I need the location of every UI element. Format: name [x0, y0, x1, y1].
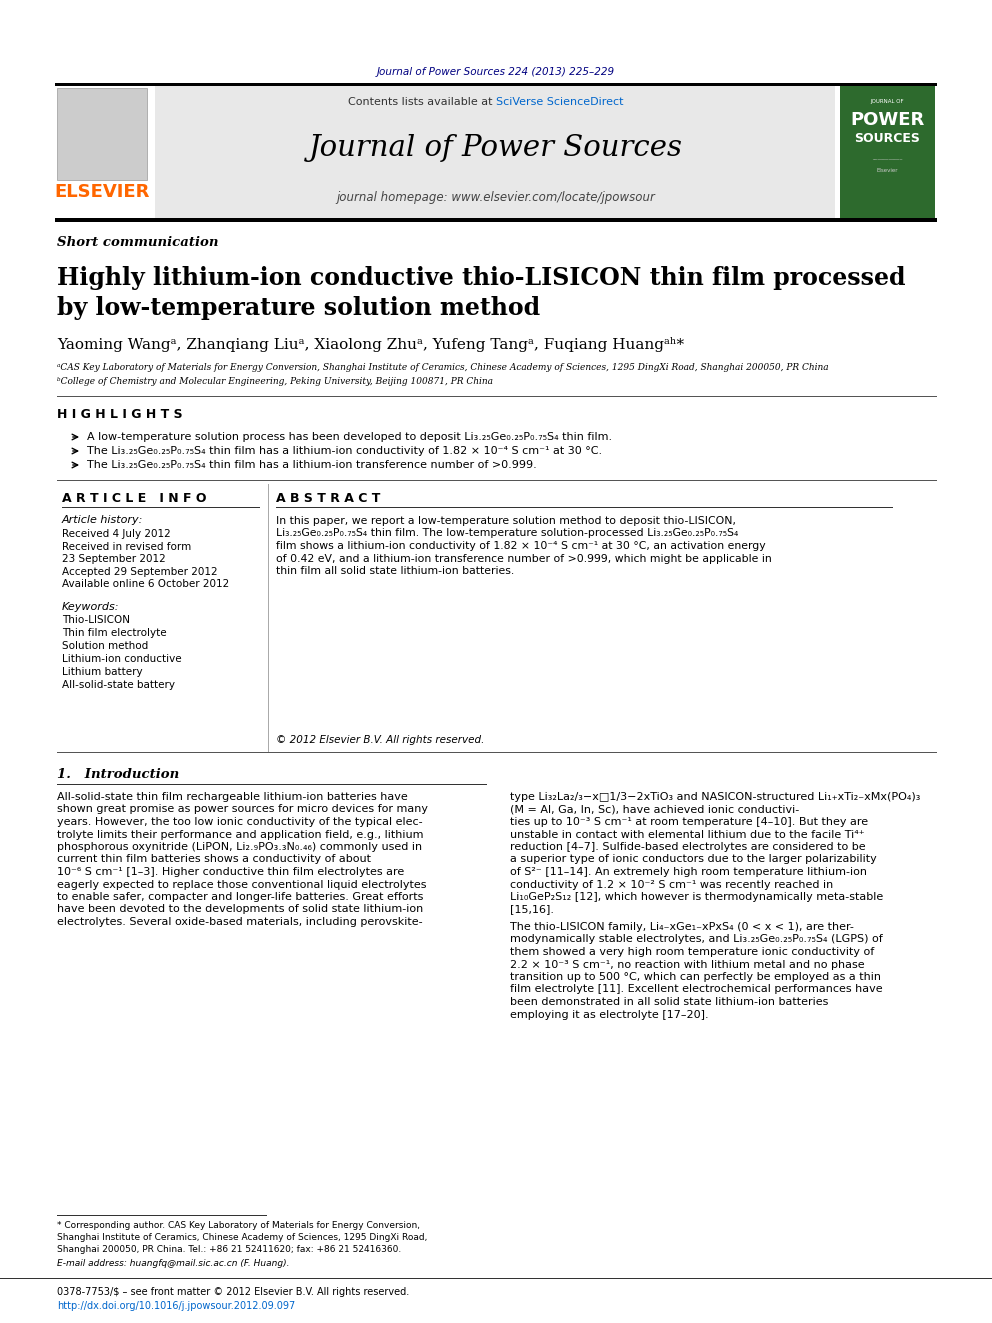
- Bar: [155, 86, 835, 218]
- Text: Short communication: Short communication: [57, 235, 218, 249]
- Text: Received in revised form: Received in revised form: [62, 542, 191, 552]
- Text: Highly lithium-ion conductive thio-LISICON thin film processed: Highly lithium-ion conductive thio-LISIC…: [57, 266, 906, 290]
- Text: thin film all solid state lithium-ion batteries.: thin film all solid state lithium-ion ba…: [276, 566, 514, 576]
- Text: [15,16].: [15,16].: [510, 905, 554, 914]
- Text: Shanghai Institute of Ceramics, Chinese Academy of Sciences, 1295 DingXi Road,: Shanghai Institute of Ceramics, Chinese …: [57, 1233, 428, 1242]
- Text: POWER: POWER: [850, 111, 925, 130]
- Text: H I G H L I G H T S: H I G H L I G H T S: [57, 409, 183, 422]
- Text: * Corresponding author. CAS Key Laboratory of Materials for Energy Conversion,: * Corresponding author. CAS Key Laborato…: [57, 1221, 420, 1230]
- Text: them showed a very high room temperature ionic conductivity of: them showed a very high room temperature…: [510, 947, 874, 957]
- Text: employing it as electrolyte [17–20].: employing it as electrolyte [17–20].: [510, 1009, 708, 1020]
- Text: Thio-LISICON: Thio-LISICON: [62, 615, 130, 624]
- Text: Thin film electrolyte: Thin film electrolyte: [62, 628, 167, 638]
- Text: E-mail address: huangfq@mail.sic.ac.cn (F. Huang).: E-mail address: huangfq@mail.sic.ac.cn (…: [57, 1258, 290, 1267]
- Text: Received 4 July 2012: Received 4 July 2012: [62, 529, 171, 538]
- Text: shown great promise as power sources for micro devices for many: shown great promise as power sources for…: [57, 804, 428, 815]
- Text: Shanghai 200050, PR China. Tel.: +86 21 52411620; fax: +86 21 52416360.: Shanghai 200050, PR China. Tel.: +86 21 …: [57, 1245, 401, 1254]
- Text: a superior type of ionic conductors due to the larger polarizability: a superior type of ionic conductors due …: [510, 855, 877, 864]
- Text: The thio-LISICON family, Li₄₋xGe₁₋xPxS₄ (0 < x < 1), are ther-: The thio-LISICON family, Li₄₋xGe₁₋xPxS₄ …: [510, 922, 854, 931]
- Text: Solution method: Solution method: [62, 642, 148, 651]
- Text: been demonstrated in all solid state lithium-ion batteries: been demonstrated in all solid state lit…: [510, 998, 828, 1007]
- Text: Journal of Power Sources: Journal of Power Sources: [309, 134, 683, 161]
- Text: film electrolyte [11]. Excellent electrochemical performances have: film electrolyte [11]. Excellent electro…: [510, 984, 883, 995]
- Text: A low-temperature solution process has been developed to deposit Li₃.₂₅Ge₀.₂₅P₀.: A low-temperature solution process has b…: [87, 433, 612, 442]
- Text: All-solid-state battery: All-solid-state battery: [62, 680, 175, 691]
- Text: 10⁻⁶ S cm⁻¹ [1–3]. Higher conductive thin film electrolytes are: 10⁻⁶ S cm⁻¹ [1–3]. Higher conductive thi…: [57, 867, 405, 877]
- Text: In this paper, we report a low-temperature solution method to deposit thio-LISIC: In this paper, we report a low-temperatu…: [276, 516, 736, 527]
- Text: of 0.42 eV, and a lithium-ion transference number of >0.999, which might be appl: of 0.42 eV, and a lithium-ion transferen…: [276, 553, 772, 564]
- Text: conductivity of 1.2 × 10⁻² S cm⁻¹ was recently reached in: conductivity of 1.2 × 10⁻² S cm⁻¹ was re…: [510, 880, 833, 889]
- Text: 0378-7753/$ – see front matter © 2012 Elsevier B.V. All rights reserved.: 0378-7753/$ – see front matter © 2012 El…: [57, 1287, 410, 1297]
- Text: have been devoted to the developments of solid state lithium-ion: have been devoted to the developments of…: [57, 905, 424, 914]
- Text: Article history:: Article history:: [62, 515, 144, 525]
- Text: SOURCES: SOURCES: [854, 131, 920, 144]
- Text: current thin film batteries shows a conductivity of about: current thin film batteries shows a cond…: [57, 855, 371, 864]
- Text: SciVerse ScienceDirect: SciVerse ScienceDirect: [496, 97, 624, 107]
- Text: A B S T R A C T: A B S T R A C T: [276, 492, 380, 504]
- Text: 23 September 2012: 23 September 2012: [62, 554, 166, 564]
- Text: (M = Al, Ga, In, Sc), have achieved ionic conductivi-: (M = Al, Ga, In, Sc), have achieved ioni…: [510, 804, 800, 815]
- Text: Li₁₀GeP₂S₁₂ [12], which however is thermodynamically meta-stable: Li₁₀GeP₂S₁₂ [12], which however is therm…: [510, 892, 883, 902]
- Bar: [55, 83, 937, 86]
- Text: ELSEVIER: ELSEVIER: [55, 183, 150, 201]
- Text: 2.2 × 10⁻³ S cm⁻¹, no reaction with lithium metal and no phase: 2.2 × 10⁻³ S cm⁻¹, no reaction with lith…: [510, 959, 865, 970]
- Text: © 2012 Elsevier B.V. All rights reserved.: © 2012 Elsevier B.V. All rights reserved…: [276, 736, 484, 745]
- Text: Lithium-ion conductive: Lithium-ion conductive: [62, 654, 182, 664]
- Text: Journal of Power Sources 224 (2013) 225–229: Journal of Power Sources 224 (2013) 225–…: [377, 67, 615, 77]
- Text: The Li₃.₂₅Ge₀.₂₅P₀.₇₅S₄ thin film has a lithium-ion transference number of >0.99: The Li₃.₂₅Ge₀.₂₅P₀.₇₅S₄ thin film has a …: [87, 460, 537, 470]
- Text: electrolytes. Several oxide-based materials, including perovskite-: electrolytes. Several oxide-based materi…: [57, 917, 423, 927]
- Text: 1.   Introduction: 1. Introduction: [57, 769, 180, 782]
- Text: All-solid-state thin film rechargeable lithium-ion batteries have: All-solid-state thin film rechargeable l…: [57, 792, 408, 802]
- Text: by low-temperature solution method: by low-temperature solution method: [57, 296, 540, 320]
- Text: to enable safer, compacter and longer-life batteries. Great efforts: to enable safer, compacter and longer-li…: [57, 892, 424, 902]
- Text: ᵇCollege of Chemistry and Molecular Engineering, Peking University, Beijing 1008: ᵇCollege of Chemistry and Molecular Engi…: [57, 377, 493, 386]
- Text: eagerly expected to replace those conventional liquid electrolytes: eagerly expected to replace those conven…: [57, 880, 427, 889]
- Bar: [57, 89, 147, 180]
- Text: ___________: ___________: [872, 156, 902, 160]
- Text: phosphorous oxynitride (LiPON, Li₂.₉PO₃.₃N₀.₄₆) commonly used in: phosphorous oxynitride (LiPON, Li₂.₉PO₃.…: [57, 841, 423, 852]
- Text: Lithium battery: Lithium battery: [62, 667, 143, 677]
- Text: unstable in contact with elemental lithium due to the facile Ti⁴⁺: unstable in contact with elemental lithi…: [510, 830, 865, 840]
- Bar: [55, 218, 937, 222]
- Text: ᵃCAS Key Laboratory of Materials for Energy Conversion, Shanghai Institute of Ce: ᵃCAS Key Laboratory of Materials for Ene…: [57, 364, 828, 373]
- Text: JOURNAL OF: JOURNAL OF: [870, 98, 904, 103]
- Text: trolyte limits their performance and application field, e.g., lithium: trolyte limits their performance and app…: [57, 830, 424, 840]
- Text: Elsevier: Elsevier: [876, 168, 898, 172]
- Text: Yaoming Wangᵃ, Zhanqiang Liuᵃ, Xiaolong Zhuᵃ, Yufeng Tangᵃ, Fuqiang Huangᵃʰ*: Yaoming Wangᵃ, Zhanqiang Liuᵃ, Xiaolong …: [57, 337, 684, 352]
- Bar: [840, 86, 935, 218]
- Text: years. However, the too low ionic conductivity of the typical elec-: years. However, the too low ionic conduc…: [57, 818, 423, 827]
- Text: film shows a lithium-ion conductivity of 1.82 × 10⁻⁴ S cm⁻¹ at 30 °C, an activat: film shows a lithium-ion conductivity of…: [276, 541, 766, 550]
- Text: A R T I C L E   I N F O: A R T I C L E I N F O: [62, 492, 206, 504]
- Text: Available online 6 October 2012: Available online 6 October 2012: [62, 579, 229, 589]
- Text: transition up to 500 °C, which can perfectly be employed as a thin: transition up to 500 °C, which can perfe…: [510, 972, 881, 982]
- Text: of S²⁻ [11–14]. An extremely high room temperature lithium-ion: of S²⁻ [11–14]. An extremely high room t…: [510, 867, 867, 877]
- Text: Accepted 29 September 2012: Accepted 29 September 2012: [62, 568, 217, 577]
- Text: Keywords:: Keywords:: [62, 602, 119, 613]
- Text: reduction [4–7]. Sulfide-based electrolytes are considered to be: reduction [4–7]. Sulfide-based electroly…: [510, 841, 866, 852]
- Text: http://dx.doi.org/10.1016/j.jpowsour.2012.09.097: http://dx.doi.org/10.1016/j.jpowsour.201…: [57, 1301, 296, 1311]
- Text: The Li₃.₂₅Ge₀.₂₅P₀.₇₅S₄ thin film has a lithium-ion conductivity of 1.82 × 10⁻⁴ : The Li₃.₂₅Ge₀.₂₅P₀.₇₅S₄ thin film has a …: [87, 446, 602, 456]
- Text: modynamically stable electrolytes, and Li₃.₂₅Ge₀.₂₅P₀.₇₅S₄ (LGPS) of: modynamically stable electrolytes, and L…: [510, 934, 883, 945]
- Text: ties up to 10⁻³ S cm⁻¹ at room temperature [4–10]. But they are: ties up to 10⁻³ S cm⁻¹ at room temperatu…: [510, 818, 868, 827]
- Text: journal homepage: www.elsevier.com/locate/jpowsour: journal homepage: www.elsevier.com/locat…: [336, 192, 656, 205]
- Text: Li₃.₂₅Ge₀.₂₅P₀.₇₅S₄ thin film. The low-temperature solution-processed Li₃.₂₅Ge₀.: Li₃.₂₅Ge₀.₂₅P₀.₇₅S₄ thin film. The low-t…: [276, 528, 738, 538]
- Text: Contents lists available at: Contents lists available at: [348, 97, 496, 107]
- Text: type Li₃₂La₂/₃−x□1/3−2xTiO₃ and NASICON-structured Li₁₊xTi₂₋xMx(PO₄)₃: type Li₃₂La₂/₃−x□1/3−2xTiO₃ and NASICON-…: [510, 792, 921, 802]
